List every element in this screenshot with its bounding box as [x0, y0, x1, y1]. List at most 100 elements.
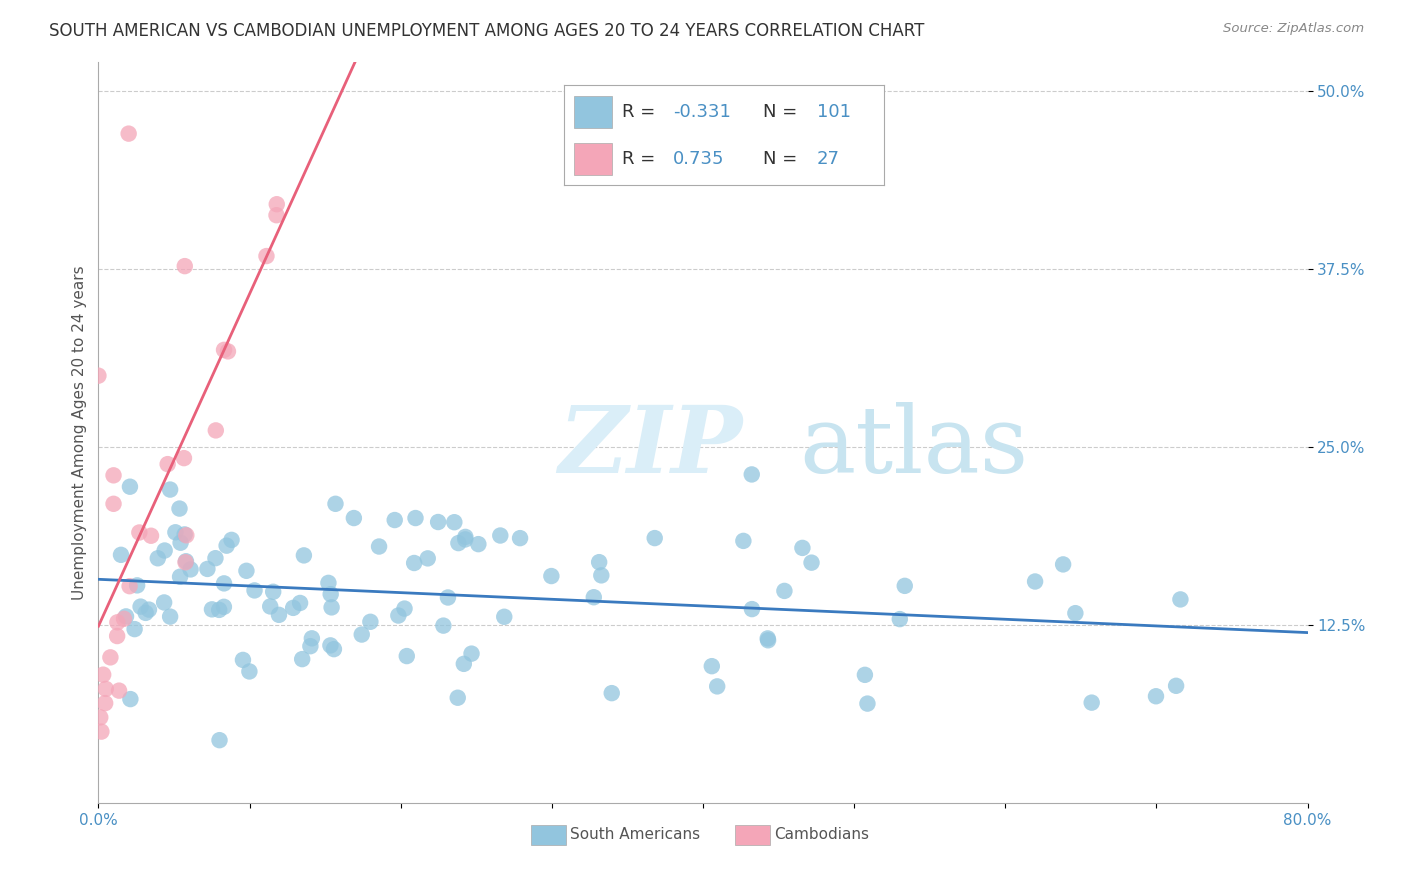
- Point: [139, 529, 162, 543]
- Point: [489, 528, 512, 542]
- Point: [893, 579, 915, 593]
- Point: [174, 555, 197, 569]
- Point: [266, 208, 288, 222]
- Point: [169, 570, 191, 584]
- Point: [197, 562, 219, 576]
- Point: [174, 554, 197, 568]
- Point: [343, 511, 366, 525]
- Point: [591, 568, 613, 582]
- Point: [706, 679, 728, 693]
- Point: [856, 697, 879, 711]
- Point: [1052, 558, 1074, 572]
- Point: [217, 344, 239, 359]
- Point: [103, 497, 125, 511]
- Point: [291, 652, 314, 666]
- Point: [159, 609, 181, 624]
- Point: [1064, 606, 1087, 620]
- Point: [128, 525, 150, 540]
- Point: [1024, 574, 1046, 589]
- Point: [467, 537, 489, 551]
- Point: [395, 649, 418, 664]
- Point: [115, 609, 138, 624]
- Point: [644, 531, 666, 545]
- Point: [384, 513, 406, 527]
- Point: [118, 127, 141, 141]
- Point: [159, 483, 181, 497]
- Point: [1144, 690, 1167, 704]
- Point: [204, 551, 226, 566]
- Point: [165, 525, 187, 540]
- Point: [129, 599, 152, 614]
- Point: [266, 197, 288, 211]
- Point: [368, 540, 391, 554]
- Point: [91, 667, 114, 681]
- Point: [404, 556, 426, 570]
- Point: [582, 591, 605, 605]
- Point: [135, 606, 157, 620]
- Text: ZIP: ZIP: [558, 402, 742, 492]
- Point: [256, 249, 278, 263]
- Point: [454, 530, 477, 544]
- Point: [108, 683, 131, 698]
- Point: [262, 584, 284, 599]
- Point: [173, 527, 195, 541]
- Point: [146, 551, 169, 566]
- Point: [889, 612, 911, 626]
- Point: [173, 259, 195, 273]
- Point: [100, 650, 122, 665]
- Point: [447, 690, 470, 705]
- Point: [432, 618, 454, 632]
- Point: [153, 543, 176, 558]
- Text: atlas: atlas: [800, 402, 1029, 492]
- Point: [540, 569, 562, 583]
- Point: [292, 549, 315, 563]
- Point: [232, 653, 254, 667]
- Point: [173, 451, 195, 466]
- Point: [1080, 696, 1102, 710]
- Text: Cambodians: Cambodians: [773, 827, 869, 841]
- Point: [90, 724, 112, 739]
- Point: [756, 632, 779, 646]
- Point: [447, 536, 470, 550]
- Point: [156, 457, 179, 471]
- Point: [321, 600, 343, 615]
- Point: [169, 535, 191, 549]
- Point: [208, 603, 231, 617]
- Point: [773, 583, 796, 598]
- Point: [110, 548, 132, 562]
- Point: [212, 599, 235, 614]
- Point: [443, 515, 465, 529]
- Point: [127, 578, 149, 592]
- Text: South Americans: South Americans: [571, 827, 700, 841]
- Point: [215, 539, 238, 553]
- Point: [359, 615, 381, 629]
- Point: [105, 615, 128, 630]
- Point: [509, 531, 531, 545]
- Point: [301, 632, 323, 646]
- Point: [138, 602, 160, 616]
- Point: [741, 602, 763, 616]
- Point: [1164, 679, 1187, 693]
- Point: [89, 710, 111, 724]
- Point: [221, 533, 243, 547]
- Point: [94, 681, 117, 696]
- Text: SOUTH AMERICAN VS CAMBODIAN UNEMPLOYMENT AMONG AGES 20 TO 24 YEARS CORRELATION C: SOUTH AMERICAN VS CAMBODIAN UNEMPLOYMENT…: [49, 22, 925, 40]
- Y-axis label: Unemployment Among Ages 20 to 24 years: Unemployment Among Ages 20 to 24 years: [72, 265, 87, 600]
- Text: Source: ZipAtlas.com: Source: ZipAtlas.com: [1223, 22, 1364, 36]
- Point: [853, 668, 876, 682]
- Point: [460, 647, 482, 661]
- Point: [1170, 592, 1192, 607]
- Point: [405, 511, 427, 525]
- Point: [394, 601, 416, 615]
- Point: [204, 424, 226, 438]
- Point: [103, 468, 125, 483]
- Point: [416, 551, 439, 566]
- Point: [319, 639, 342, 653]
- Point: [700, 659, 723, 673]
- Point: [212, 576, 235, 591]
- Point: [180, 562, 202, 576]
- Point: [792, 541, 814, 555]
- Point: [120, 692, 142, 706]
- Point: [124, 622, 146, 636]
- Point: [350, 627, 373, 641]
